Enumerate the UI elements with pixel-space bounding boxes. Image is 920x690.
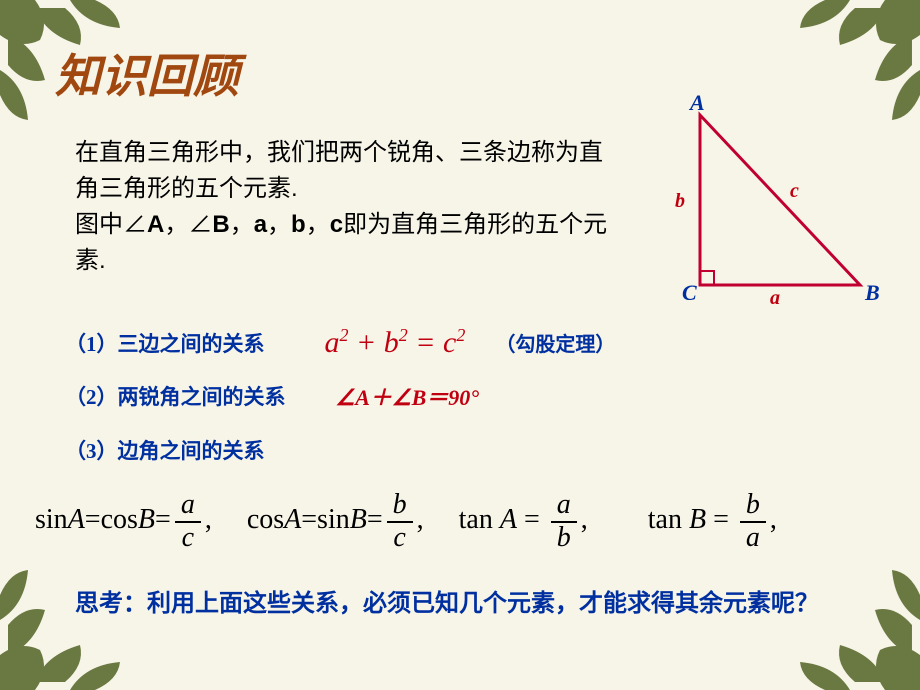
t: A xyxy=(500,504,517,535)
t: , xyxy=(205,504,212,535)
vertex-B: B xyxy=(865,280,880,306)
intro-line1: 在直角三角形中，我们把两个锐角、三条边称为直角三角形的五个元素. xyxy=(75,139,603,202)
fc: c xyxy=(443,326,456,359)
n: b xyxy=(387,490,413,523)
t: = xyxy=(155,504,171,535)
pythagoras-formula: a2 + b2 = c2 xyxy=(325,325,466,360)
t: = xyxy=(706,504,736,535)
n: a xyxy=(551,490,577,523)
relation-1-note: （勾股定理） xyxy=(495,328,615,357)
relation-1: （1）三边之间的关系 a2 + b2 = c2 （勾股定理） xyxy=(65,325,615,360)
angle-sum-formula: ∠A＋∠B＝90° xyxy=(336,380,480,412)
t: tan xyxy=(459,504,500,535)
t: tan xyxy=(648,504,689,535)
n: a xyxy=(175,490,201,523)
trig-formulas: sinA=cosB=ac, cosA=sinB=bc, tan A = ab, … xyxy=(35,490,905,554)
t: = xyxy=(367,504,383,535)
t: =sin xyxy=(301,504,349,535)
vertex-C: C xyxy=(682,280,697,306)
t: A xyxy=(284,504,301,535)
sym-a: a xyxy=(254,211,267,238)
formula-tanB: tan B = ba, xyxy=(648,490,777,554)
t: B xyxy=(689,504,706,535)
sym-b: b xyxy=(291,211,306,238)
eq: = xyxy=(408,326,443,359)
side-c: c xyxy=(790,180,799,203)
t: cos xyxy=(247,504,284,535)
formula-tanA: tan A = ab, xyxy=(459,490,588,554)
page-title: 知识回顾 xyxy=(55,40,239,106)
d: b xyxy=(551,523,577,554)
relation-2-label: （2）两锐角之间的关系 xyxy=(65,381,286,411)
t: B xyxy=(138,504,155,535)
t: , xyxy=(770,504,777,535)
t: sin xyxy=(35,504,68,535)
t: ， xyxy=(230,211,254,238)
formula-cosA: cosA=sinB=bc, xyxy=(247,490,424,554)
p: + xyxy=(349,326,384,359)
triangle-diagram: A B C a b c xyxy=(670,95,890,315)
sym-A: A xyxy=(147,211,164,238)
s: 2 xyxy=(340,325,349,345)
relation-3: （3）边角之间的关系 xyxy=(65,435,265,465)
t: ， xyxy=(306,211,330,238)
fb: b xyxy=(384,326,399,359)
n: b xyxy=(740,490,766,523)
relation-1-label: （1）三边之间的关系 xyxy=(65,328,265,358)
t: , xyxy=(581,504,588,535)
d: c xyxy=(176,523,200,554)
sym-B: B xyxy=(212,211,229,238)
side-b: b xyxy=(675,190,685,213)
t: B xyxy=(350,504,367,535)
think-prompt: 思考：利用上面这些关系，必须已知几个元素，才能求得其余元素呢？ xyxy=(75,585,875,623)
s: 2 xyxy=(399,325,408,345)
formula-sinA: sinA=cosB=ac, xyxy=(35,490,212,554)
t: , xyxy=(417,504,424,535)
side-a: a xyxy=(770,287,780,310)
d: a xyxy=(740,523,766,554)
t: =cos xyxy=(85,504,138,535)
vertex-A: A xyxy=(690,90,705,116)
relation-3-label: （3）边角之间的关系 xyxy=(65,435,265,465)
fa: a xyxy=(325,326,340,359)
t: ， xyxy=(267,211,291,238)
intro-line2: 图中∠A，∠B，a，b，c即为直角三角形的五个元素. xyxy=(75,211,607,274)
relation-2: （2）两锐角之间的关系 ∠A＋∠B＝90° xyxy=(65,380,479,412)
t: = xyxy=(517,504,547,535)
t: 图中∠ xyxy=(75,211,147,238)
s: 2 xyxy=(456,325,465,345)
t: A xyxy=(68,504,85,535)
intro-text: 在直角三角形中，我们把两个锐角、三条边称为直角三角形的五个元素. 图中∠A，∠B… xyxy=(75,135,615,279)
d: c xyxy=(387,523,411,554)
sym-c: c xyxy=(330,211,343,238)
t: ，∠ xyxy=(164,211,212,238)
